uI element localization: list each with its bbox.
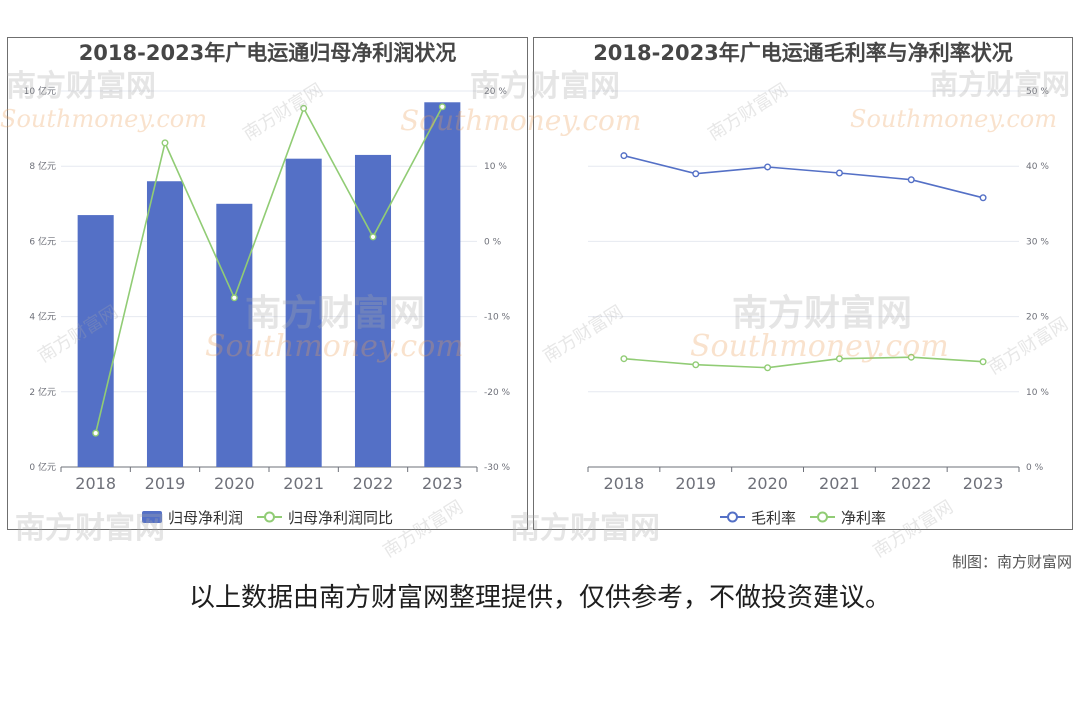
legend-item-gross-margin: 毛利率: [719, 507, 796, 528]
legend-bar-icon: [141, 511, 162, 523]
bar-2020: [216, 203, 253, 468]
line-point-2019: [161, 139, 169, 147]
bar-2023: [424, 102, 461, 467]
bar-2022: [354, 154, 392, 468]
net-profit-chart: 0 亿元 2 亿元 4 亿元 6 亿元 8 亿元 10 亿元 -30 % -20 % -10 %…: [24, 85, 511, 493]
y-axis-right-label: -30 %: [484, 463, 511, 473]
x-axis-label: 2020: [214, 474, 255, 493]
chart-legend: 毛利率 净利率: [534, 506, 1072, 528]
series-layer: [620, 152, 987, 372]
legend-label: 归母净利润同比: [288, 508, 394, 527]
grid: [61, 90, 477, 393]
y-axis-left-label: 2 亿元: [29, 386, 56, 398]
chart-title: 2018-2023年广电运通归母净利润状况: [78, 41, 457, 65]
y-axis-right-label: 0 %: [1026, 463, 1044, 473]
legend-label: 毛利率: [750, 508, 796, 527]
line-point-2022: [907, 353, 915, 361]
line-point-2023: [979, 194, 987, 202]
legend-line-icon: [719, 511, 745, 523]
series-layer: [77, 102, 461, 468]
x-axis-label: 2023: [422, 474, 463, 493]
y-axis-left-label: 6 亿元: [29, 235, 56, 247]
legend-label: 归母净利润: [167, 508, 243, 527]
bar-2021: [285, 158, 322, 467]
y-axis-left-label: 10 亿元: [24, 85, 56, 97]
legend-line-icon: [257, 511, 282, 523]
series-line-0: [623, 154, 984, 199]
line-point-2020: [764, 163, 772, 171]
y-axis-left-label: 8 亿元: [29, 160, 56, 172]
line-point-2023: [438, 103, 446, 111]
legend-label: 净利率: [841, 508, 887, 527]
line-point-2018: [620, 355, 628, 363]
legend-item-net-profit-yoy: 归母净利润同比: [257, 507, 393, 528]
series-line-1: [94, 106, 444, 434]
x-axis-label: 2023: [963, 474, 1004, 493]
y-axis-right-label: 0 %: [484, 237, 502, 247]
line-point-2021: [835, 355, 843, 363]
line-point-2022: [369, 233, 377, 241]
line-point-2019: [692, 170, 700, 178]
y-axis-left-label: 4 亿元: [29, 311, 56, 323]
x-axis-label: 2021: [819, 474, 860, 493]
line-point-2018: [92, 429, 100, 437]
y-axis-right-label: 20 %: [484, 87, 507, 97]
x-axis-label: 2021: [283, 474, 324, 493]
disclaimer-text: 以上数据由南方财富网整理提供，仅供参考，不做投资建议。: [188, 583, 891, 613]
x-axis-label: 2022: [891, 474, 932, 493]
chart-legend: 归母净利润 归母净利润同比: [8, 506, 527, 528]
line-point-2021: [300, 104, 308, 112]
y-axis-right-label: 50 %: [1026, 87, 1049, 97]
net-profit-chart-panel: 0 亿元 2 亿元 4 亿元 6 亿元 8 亿元 10 亿元 -30 % -20 % -10 %…: [7, 37, 528, 530]
line-point-2018: [620, 152, 628, 160]
axes: 0 亿元 2 亿元 4 亿元 6 亿元 8 亿元 10 亿元 -30 % -20 % -10 %…: [24, 85, 511, 493]
x-axis-label: 2022: [353, 474, 394, 493]
bar-2019: [146, 181, 184, 468]
x-axis-label: 2018: [604, 474, 645, 493]
y-axis-right-label: 40 %: [1026, 162, 1049, 172]
margin-chart: 0 % 10 % 20 % 30 % 40 % 50 % 2018 2019 2020 2021 2…: [587, 87, 1049, 493]
y-axis-right-label: 10 %: [1026, 388, 1049, 398]
axes: 0 % 10 % 20 % 30 % 40 % 50 % 2018 2019 2020 2021 2…: [587, 87, 1049, 493]
line-point-2023: [979, 358, 987, 366]
line-point-2020: [764, 364, 772, 372]
line-point-2022: [907, 176, 915, 184]
legend-item-net-profit: 归母净利润: [141, 507, 243, 528]
series-line-1: [623, 356, 984, 369]
x-axis-label: 2019: [145, 474, 186, 493]
y-axis-right-label: -10 %: [484, 313, 511, 323]
grid: [588, 90, 1019, 393]
line-point-2021: [835, 169, 843, 177]
y-axis-left-label: 0 亿元: [29, 461, 56, 473]
chart-title: 2018-2023年广电运通毛利率与净利率状况: [593, 41, 1013, 65]
y-axis-right-label: 10 %: [484, 162, 507, 172]
y-axis-right-label: -20 %: [484, 388, 511, 398]
line-point-2019: [692, 361, 700, 369]
legend-line-icon: [810, 511, 835, 523]
y-axis-right-label: 20 %: [1026, 313, 1049, 323]
chart-credit: 制图：南方财富网: [951, 553, 1072, 571]
line-point-2020: [230, 294, 238, 302]
x-axis-label: 2018: [75, 474, 116, 493]
margin-chart-panel: 0 % 10 % 20 % 30 % 40 % 50 % 2018 2019 2020 2021 2…: [533, 37, 1073, 530]
x-axis-label: 2019: [675, 474, 716, 493]
y-axis-right-label: 30 %: [1026, 237, 1049, 247]
x-axis-label: 2020: [747, 474, 788, 493]
legend-item-net-margin: 净利率: [810, 507, 886, 528]
bar-2018: [77, 215, 114, 467]
